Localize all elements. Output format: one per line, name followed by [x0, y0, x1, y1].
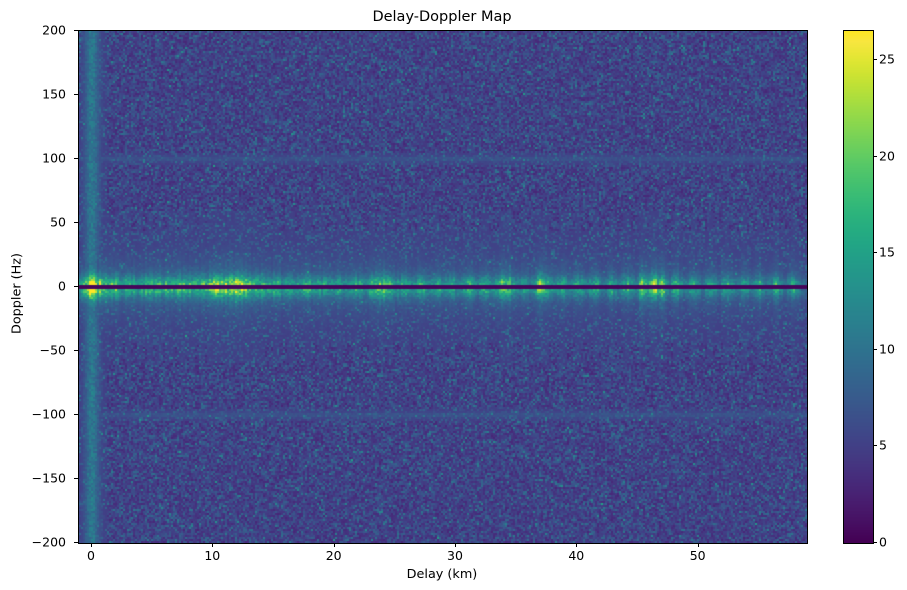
colorbar-tick-mark — [873, 252, 877, 254]
heatmap-image — [79, 31, 807, 543]
x-tick-label: 10 — [204, 548, 221, 563]
x-tick-label: 30 — [447, 548, 463, 563]
y-tick-mark — [74, 478, 78, 479]
colorbar-tick-mark — [873, 58, 877, 60]
x-axis-label: Delay (km) — [406, 567, 478, 582]
x-tick-mark — [90, 543, 92, 547]
page-title: Delay-Doppler Map — [372, 9, 512, 25]
y-tick-label: 150 — [42, 86, 66, 102]
x-tick-label: 20 — [325, 548, 342, 563]
y-tick-mark — [74, 286, 78, 287]
x-tick-label: 40 — [568, 548, 585, 563]
x-tick-mark — [333, 543, 335, 547]
y-tick-label: −200 — [31, 534, 66, 550]
y-tick-mark — [74, 350, 78, 351]
colorbar-tick-label: 20 — [879, 148, 895, 164]
x-tick-mark — [212, 543, 214, 547]
colorbar-tick-label: 5 — [879, 437, 887, 453]
x-tick-mark — [454, 543, 456, 547]
colorbar-tick-mark — [873, 445, 877, 447]
y-tick-mark — [74, 94, 78, 95]
y-tick-mark — [74, 414, 78, 415]
colorbar-tick-label: 25 — [879, 51, 895, 67]
y-tick-label: −50 — [39, 342, 66, 358]
y-tick-label: −150 — [31, 470, 66, 486]
y-axis-label: Doppler (Hz) — [9, 253, 25, 335]
y-tick-label: 100 — [42, 150, 66, 166]
colorbar-axes[interactable] — [843, 30, 874, 544]
y-tick-label: 0 — [58, 278, 66, 294]
colorbar-tick-label: 10 — [879, 341, 895, 357]
y-tick-mark — [74, 542, 78, 543]
y-tick-label: 200 — [42, 22, 66, 38]
colorbar-gradient — [844, 31, 873, 543]
x-tick-mark — [697, 543, 699, 547]
x-tick-label: 0 — [86, 548, 95, 563]
y-tick-mark — [74, 30, 78, 31]
colorbar-tick-mark — [873, 542, 877, 543]
x-tick-mark — [576, 543, 578, 547]
y-tick-mark — [74, 158, 78, 159]
colorbar-tick-label: 15 — [879, 244, 895, 260]
colorbar-tick-mark — [873, 348, 877, 350]
y-tick-label: −100 — [31, 406, 66, 422]
delay-doppler-heatmap-axes[interactable] — [78, 30, 808, 544]
x-tick-label: 50 — [689, 548, 706, 563]
y-tick-mark — [74, 222, 78, 223]
y-tick-label: 50 — [50, 214, 66, 230]
colorbar-tick-label: 0 — [879, 534, 887, 550]
colorbar-tick-mark — [873, 155, 877, 157]
